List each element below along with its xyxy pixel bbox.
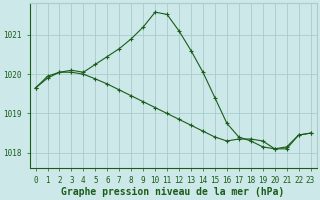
X-axis label: Graphe pression niveau de la mer (hPa): Graphe pression niveau de la mer (hPa) <box>61 186 285 197</box>
